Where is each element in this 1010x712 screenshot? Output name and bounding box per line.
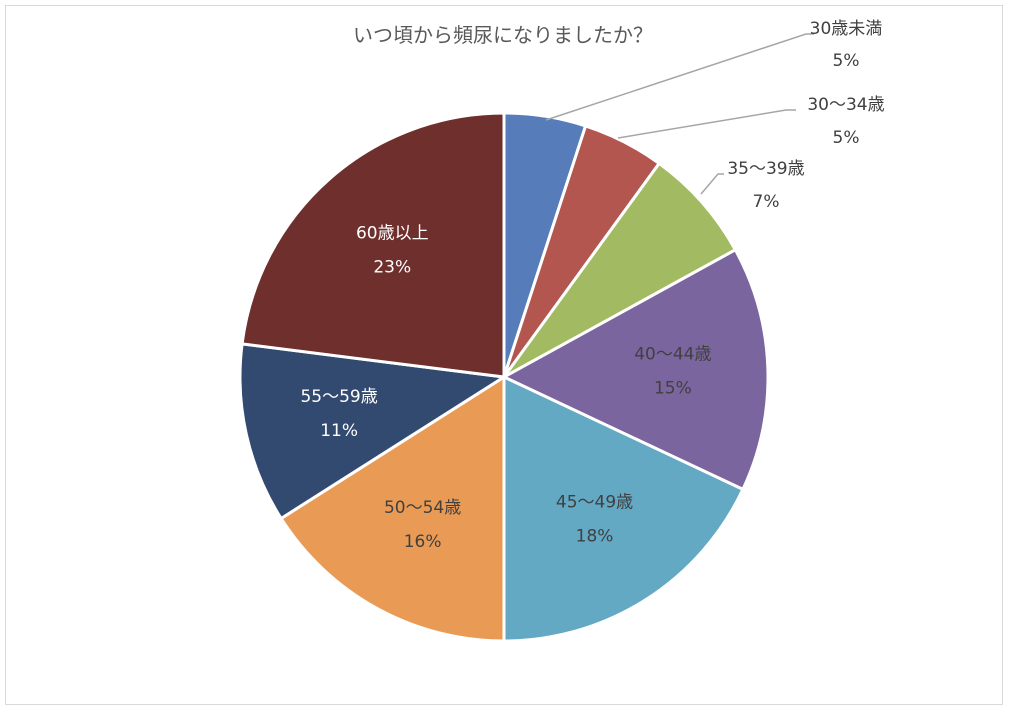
pie-slice-8 [240,111,506,379]
slice-category-label-4: 40～44歳 [634,345,711,365]
slice-category-label-1: 30歳未満 [810,19,883,39]
chart-title: いつ頃から頻尿になりましたか？ [353,23,653,47]
chart-area: いつ頃から頻尿になりましたか？ 30歳未満 5% 30～34歳 5% 35～39歳 7% 4… [5,5,1003,705]
pie-slices [238,111,770,643]
slice-percent-label-3: 7% [753,192,780,212]
slice-category-label-5: 45～49歳 [556,493,633,513]
pie-slice-5 [502,375,745,643]
slice-category-label-7: 55～59歳 [300,387,377,407]
leader-line-1 [545,33,814,121]
pie-slice-4 [502,248,770,491]
slice-category-label-8: 60歳以上 [356,223,429,243]
slice-category-label-6: 50～54歳 [384,498,461,518]
slice-percent-label-6: 16% [404,532,442,552]
slice-percent-label-8: 23% [373,257,411,277]
leader-line-3 [700,173,724,195]
slice-percent-label-5: 18% [576,527,614,547]
data-labels: 30歳未満 5% 30～34歳 5% 35～39歳 7% 40～44歳 15% 45～49歳 18… [300,19,884,552]
slice-percent-label-7: 11% [320,421,358,441]
leader-lines [545,33,814,195]
slice-percent-label-4: 15% [654,379,692,399]
slice-percent-label-2: 5% [833,128,860,148]
leader-line-2 [617,109,796,139]
pie-slice-6 [279,375,506,643]
pie-chart: いつ頃から頻尿になりましたか？ 30歳未満 5% 30～34歳 5% 35～39歳 7% 4… [238,19,885,643]
slice-category-label-2: 30～34歳 [807,95,884,115]
slice-percent-label-1: 5% [833,51,860,71]
slice-category-label-3: 35～39歳 [727,159,804,179]
pie-slice-3 [502,161,737,379]
pie-slice-7 [238,342,506,520]
